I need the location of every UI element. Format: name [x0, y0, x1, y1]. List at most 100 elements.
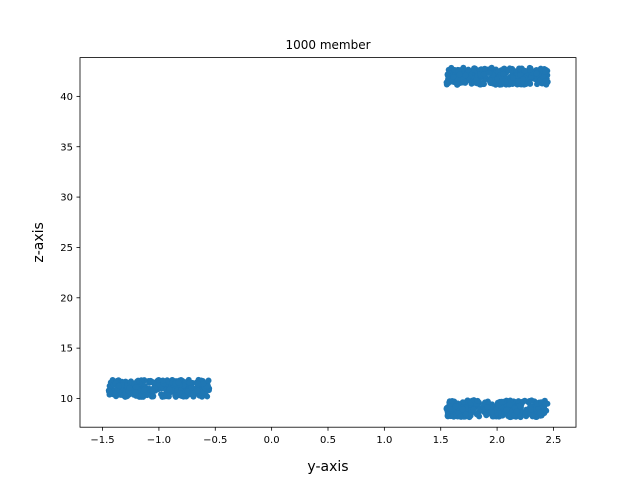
data-point — [148, 378, 155, 385]
data-point — [473, 80, 480, 87]
data-point — [194, 387, 201, 394]
data-point — [527, 80, 534, 87]
data-point — [456, 71, 463, 78]
plot-background — [80, 57, 576, 428]
data-point — [506, 401, 513, 408]
data-point — [462, 72, 469, 79]
data-point — [126, 384, 133, 391]
data-point — [487, 77, 494, 84]
data-point — [190, 392, 197, 399]
data-point — [520, 398, 527, 405]
data-point — [513, 408, 520, 415]
data-point — [195, 381, 202, 388]
data-point — [450, 73, 457, 80]
y-tick-label: 15 — [60, 344, 73, 355]
data-point — [188, 384, 195, 391]
data-point — [181, 392, 188, 399]
data-point — [521, 67, 528, 74]
y-axis-ticks: 10 15 20 25 30 35 40 — [60, 92, 80, 405]
y-tick-label: 40 — [60, 92, 73, 103]
data-point — [515, 398, 522, 405]
y-tick-label: 35 — [60, 142, 73, 153]
data-point — [484, 404, 491, 411]
data-point — [476, 413, 483, 420]
data-point — [449, 397, 456, 404]
data-point — [477, 66, 484, 73]
data-point — [527, 66, 534, 73]
data-point — [505, 66, 512, 73]
x-axis-label: y-axis — [307, 459, 348, 475]
data-point — [500, 70, 507, 77]
data-point — [457, 413, 464, 420]
x-tick-label: 1.0 — [376, 435, 392, 446]
data-points — [105, 64, 551, 421]
data-point — [515, 78, 522, 85]
data-point — [488, 409, 495, 416]
chart-title: 1000 member — [285, 38, 370, 52]
data-point — [528, 397, 535, 404]
y-tick-label: 10 — [60, 394, 73, 405]
data-point — [459, 406, 466, 413]
y-tick-label: 30 — [60, 193, 73, 204]
data-point — [172, 392, 179, 399]
data-point — [503, 407, 510, 414]
data-point — [155, 381, 162, 388]
x-axis-ticks: −1.5 −1.0 −0.5 0.0 0.5 1.0 1.5 2.0 2.5 — [90, 427, 561, 446]
data-point — [204, 383, 211, 390]
x-tick-label: 1.5 — [433, 435, 449, 446]
x-tick-label: 2.5 — [546, 435, 562, 446]
data-point — [527, 406, 534, 413]
data-point — [150, 393, 157, 400]
data-point — [480, 81, 487, 88]
data-point — [534, 81, 541, 88]
data-point — [537, 409, 544, 416]
data-point — [200, 380, 207, 387]
data-point — [470, 406, 477, 413]
y-tick-label: 20 — [60, 293, 73, 304]
data-point — [522, 410, 529, 417]
data-point — [141, 386, 148, 393]
data-point — [184, 388, 191, 395]
data-point — [488, 64, 495, 71]
data-point — [149, 387, 156, 394]
data-point — [517, 65, 524, 72]
data-point — [543, 407, 550, 414]
data-point — [480, 71, 487, 78]
y-tick-label: 25 — [60, 243, 73, 254]
data-point — [112, 391, 119, 398]
data-point — [542, 68, 549, 75]
data-point — [443, 79, 450, 86]
x-tick-label: −0.5 — [203, 435, 227, 446]
data-point — [470, 66, 477, 73]
data-point — [205, 377, 212, 384]
data-point — [116, 383, 123, 390]
x-tick-label: 0.5 — [320, 435, 336, 446]
x-tick-label: 0.0 — [264, 435, 280, 446]
data-point — [485, 70, 492, 77]
x-tick-label: −1.5 — [90, 435, 114, 446]
data-point — [516, 402, 523, 409]
data-point — [519, 76, 526, 83]
y-axis-label: z-axis — [31, 222, 47, 262]
data-point — [158, 391, 165, 398]
data-point — [175, 379, 182, 386]
x-tick-label: −1.0 — [147, 435, 171, 446]
data-point — [186, 379, 193, 386]
data-point — [106, 388, 113, 395]
data-point — [452, 403, 459, 410]
data-point — [483, 412, 490, 419]
data-point — [474, 397, 481, 404]
data-point — [498, 398, 505, 405]
data-point — [498, 78, 505, 85]
data-point — [533, 70, 540, 77]
data-point — [132, 389, 139, 396]
data-point — [159, 377, 166, 384]
data-point — [444, 71, 451, 78]
data-point — [510, 75, 517, 82]
data-point — [132, 384, 139, 391]
data-point — [542, 401, 549, 408]
data-point — [543, 80, 550, 87]
data-point — [481, 65, 488, 72]
data-point — [444, 411, 451, 418]
